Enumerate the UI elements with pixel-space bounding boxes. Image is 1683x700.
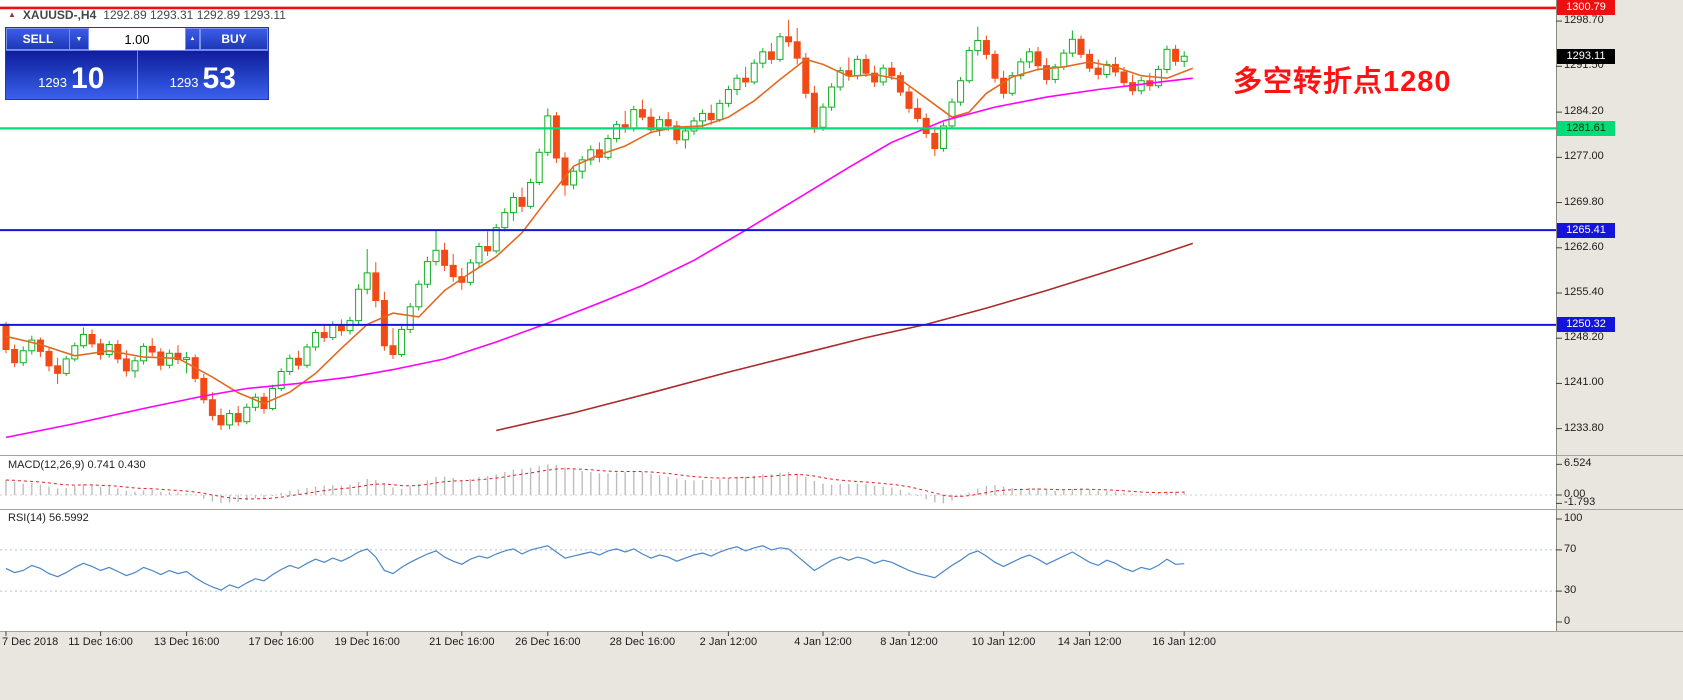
sell-price-pips: 10 (71, 62, 105, 95)
sell-price[interactable]: 1293 10 (6, 51, 137, 99)
axis-tick-label: 1241.00 (1564, 376, 1604, 389)
volume-field-wrap: ▲ (89, 28, 200, 50)
time-axis-label: 19 Dec 16:00 (334, 636, 400, 648)
axis-tick-label: 1269.80 (1564, 195, 1604, 208)
macd-pane (0, 464, 1556, 504)
axis-tick-label: 100 (1564, 512, 1583, 524)
time-axis-label: 21 Dec 16:00 (429, 636, 495, 648)
trade-panel-controls: SELL ▼ ▲ BUY (6, 28, 268, 50)
volume-input[interactable] (89, 28, 200, 50)
axis-tick-label: 30 (1564, 584, 1577, 597)
sell-button[interactable]: SELL (6, 28, 70, 50)
ohlc-readout: 1292.89 1293.31 1292.89 1293.11 (103, 8, 286, 22)
spinner-up-icon: ▲ (189, 36, 196, 42)
dropdown-arrow-icon: ▼ (75, 35, 83, 43)
buy-price[interactable]: 1293 53 (138, 51, 269, 99)
axis-tick-label: -1.793 (1564, 496, 1596, 509)
slow-ma (496, 242, 1194, 432)
price-tag-alert-high: 1300.79 (1557, 0, 1615, 16)
price-axis[interactable]: 1298.70 1291.50 1284.20 1277.00 1269.80 1262.… (1560, 0, 1682, 652)
axis-tick-label: 0 (1564, 615, 1571, 627)
time-axis-label: 14 Jan 12:00 (1057, 636, 1122, 648)
chart-annotation: 多空转折点1280 (1233, 66, 1452, 98)
axis-tick-label: 0.00 (1564, 488, 1586, 500)
axis-tick-label: 6.524 (1564, 457, 1592, 470)
macd-label: MACD(12,26,9) 0.741 0.430 (8, 459, 146, 471)
axis-tick-label: 1284.20 (1564, 105, 1604, 118)
time-axis-label: 28 Dec 16:00 (609, 636, 676, 648)
symbol-timeframe: XAUUSD-,H4 (22, 8, 97, 22)
price-tag-green-level: 1281.61 (1557, 120, 1615, 136)
fast-ma (5, 58, 1194, 405)
one-click-trading-panel: SELL ▼ ▲ BUY 1293 10 1293 53 (5, 27, 269, 100)
rsi-line (5, 545, 1185, 591)
axis-tick-label: 70 (1564, 542, 1577, 555)
chart-title: ▲ XAUUSD-,H4 1292.89 1293.31 1292.89 129… (8, 8, 286, 22)
time-axis[interactable]: 7 Dec 2018 11 Dec 16:00 13 Dec 16:00 17 Dec… (0, 633, 1556, 651)
axis-tick-label: 1248.20 (1564, 331, 1604, 344)
axis-tick-label: 1255.40 (1564, 285, 1604, 298)
time-axis-label: 10 Jan 12:00 (971, 636, 1036, 648)
time-axis-label: 16 Jan 12:00 (1152, 636, 1216, 648)
axis-tick-label: 1277.00 (1564, 150, 1604, 163)
axis-tick-label: 1233.80 (1564, 421, 1604, 434)
price-tag-blue-level-2: 1250.32 (1557, 317, 1615, 333)
axis-tick-label: 1262.60 (1564, 240, 1604, 253)
price-tag-last-price: 1293.11 (1557, 48, 1615, 64)
volume-dropdown[interactable]: ▼ (70, 28, 89, 50)
time-axis-label: 4 Jan 12:00 (794, 636, 852, 648)
axis-tick-label: 1298.70 (1564, 14, 1604, 27)
time-axis-label: 11 Dec 16:00 (68, 636, 133, 648)
buy-price-pips: 53 (202, 62, 236, 95)
time-axis-label: 7 Dec 2018 (2, 636, 59, 648)
rsi-pane (0, 545, 1556, 592)
horizontal-lines-layer (0, 6, 1556, 326)
time-axis-label: 2 Jan 12:00 (699, 636, 758, 648)
sell-price-main: 1293 (38, 75, 68, 90)
volume-spinner[interactable]: ▲ (185, 28, 200, 50)
time-axis-label: 17 Dec 16:00 (248, 636, 314, 648)
price-tag-blue-level-1: 1265.41 (1557, 222, 1615, 238)
quote-divider (136, 51, 138, 99)
moving-averages-layer (5, 58, 1194, 439)
time-axis-label: 26 Dec 16:00 (515, 636, 581, 648)
rsi-label: RSI(14) 56.5992 (8, 512, 89, 524)
trade-panel-quotes: 1293 10 1293 53 (6, 50, 268, 99)
chart-symbol-icon: ▲ (8, 10, 16, 19)
medium-ma (5, 77, 1193, 439)
time-axis-label: 8 Jan 12:00 (880, 636, 938, 648)
buy-button[interactable]: BUY (200, 28, 268, 50)
buy-price-main: 1293 (169, 75, 199, 90)
time-axis-label: 13 Dec 16:00 (153, 636, 220, 648)
